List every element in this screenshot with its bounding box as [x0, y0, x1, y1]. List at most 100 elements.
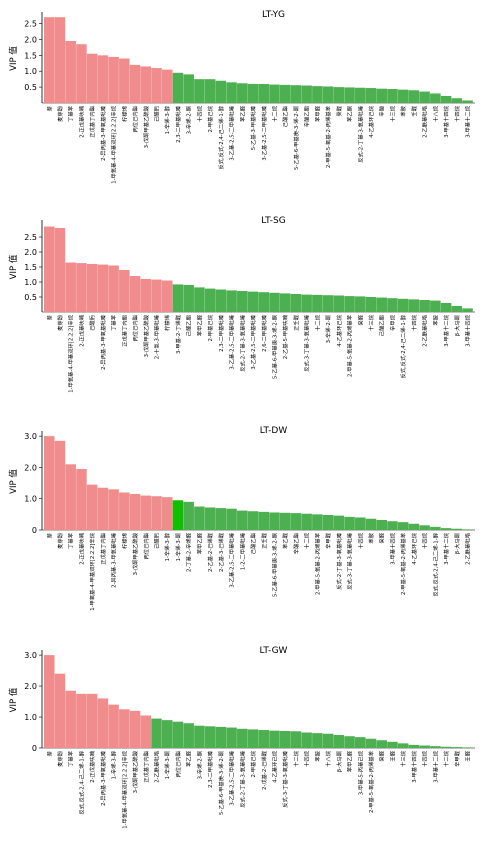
x-tick-label: 十四烷 [453, 105, 461, 122]
bar [451, 528, 463, 530]
bar [65, 262, 76, 312]
y-tick-label: 1.0 [24, 713, 37, 722]
x-tick-label: 2-甲基-5-氧基-2-丙烯基苯 [313, 532, 321, 595]
bar [76, 263, 87, 312]
x-tick-label: 癸醛 [378, 750, 386, 761]
y-tick-label: 0.5 [24, 293, 37, 302]
bar [312, 514, 323, 530]
bar [119, 492, 130, 530]
x-tick-label: 3-甲基-2-丁烯醛 [174, 314, 182, 354]
x-tick-label: 十四烷 [421, 750, 429, 767]
x-tick-label: 2-十氢-3-甲基吡嗪 [153, 314, 161, 359]
x-tick-label: 3-乙基-2,5-二甲基吡嗪 [249, 314, 257, 369]
bar [430, 526, 441, 530]
bar [183, 285, 194, 312]
x-tick-label: 1-甲氧基-4-甲基双环[2.2.2]辛烷 [120, 750, 128, 828]
bar [333, 87, 345, 103]
x-tick-label: 2-异丙基-3-甲氧基吡嗪 [99, 105, 107, 161]
x-tick-label: 2-乙酰基吡咯 [421, 105, 429, 137]
x-tick-label: 壬醛 [388, 750, 396, 761]
x-tick-label: 2-戊基-2-己烯醛 [260, 750, 268, 790]
bar [269, 84, 280, 103]
x-tick-label: 麦芽酚 [56, 750, 64, 767]
x-tick-label: 十三烷 [399, 750, 407, 767]
bar [65, 464, 76, 530]
bar [54, 440, 66, 530]
x-tick-label: 苯胺 [313, 750, 321, 761]
x-tick-label: 柠檬烯 [163, 314, 171, 331]
x-tick-label: 辛甲醛 [324, 532, 332, 549]
bar [161, 720, 173, 748]
bar [237, 291, 248, 312]
x-tick-label: 3-甲基十二烷 [442, 314, 450, 346]
x-tick-label: 丙位己内酯 [174, 750, 182, 777]
bar [376, 519, 387, 530]
y-axis-label: VIP 值 [8, 254, 19, 279]
x-tick-label: 4-乙基环己烷 [410, 532, 418, 564]
x-tick-label: 2-甲基己烷 [206, 105, 214, 132]
x-tick-label: 苯甲醛 [313, 105, 321, 122]
x-tick-label: 2-乙基-5-甲基呋喃 [281, 314, 289, 359]
x-tick-label: 反式-2-丁基-3-氧基吡嗪 [335, 532, 343, 589]
x-tick-label: 萘 [45, 750, 53, 756]
x-tick-label: 反式-3-丁基-3-氧基吡嗪 [303, 314, 311, 371]
x-tick-label: 正戊基丁内酯 [99, 532, 107, 564]
bar [344, 736, 355, 748]
x-tick-label: 1-辛烯-3-醇 [163, 105, 171, 134]
x-tick-label: 丁基苯 [110, 314, 118, 331]
bar [290, 731, 302, 748]
x-tick-label: 麦芽酚 [56, 105, 64, 122]
x-tick-label: 3-乙基-2,5-二甲基吡嗪 [228, 750, 236, 805]
y-axis-label: VIP 值 [8, 469, 19, 494]
x-tick-label: 2-正戊基呋喃 [77, 532, 85, 564]
bar [97, 264, 109, 312]
x-tick-label: 苯乙醛 [281, 532, 289, 549]
x-tick-label: 2-乙基-3-己烯醛 [217, 532, 225, 572]
bar [279, 293, 291, 312]
x-tick-label: 丁基苯 [67, 532, 75, 549]
chart-title: LT-YG [262, 10, 285, 20]
bar [97, 487, 109, 530]
x-tick-label: 癸醛 [335, 105, 343, 116]
y-tick-label: 0.5 [24, 83, 37, 92]
x-tick-label: 反式-3-丁基-3-氧基吡嗪 [281, 750, 289, 807]
x-tick-label: 己醛肟 [153, 532, 161, 549]
bar [226, 727, 237, 748]
x-tick-label: 3-甲基十四烷 [442, 105, 450, 137]
bar [258, 511, 270, 530]
x-tick-label: 十四烷 [303, 750, 311, 767]
bar [397, 89, 409, 103]
bar [119, 709, 130, 748]
bar [54, 17, 66, 103]
bar [355, 87, 366, 103]
x-tick-label: 十三烷 [367, 314, 375, 331]
x-tick-label: 5-乙基-6-甲基庚-3-烯-2-酮 [292, 106, 300, 170]
bar [376, 740, 387, 748]
x-tick-label: β-大马酮 [453, 315, 461, 336]
x-tick-label: 4-乙基环己烷 [270, 750, 278, 782]
bar [258, 292, 270, 312]
bar [194, 287, 205, 312]
bar [215, 289, 227, 312]
x-tick-label: 3-乙基-2,5-二甲基吡嗪 [228, 105, 236, 160]
bar [387, 89, 398, 103]
chart-2: LT-DW 3.0 2.0 1.0 0 VIP 值萘 麦芽酚 丁基苯 2-正戊基呋喃 1-甲氧基-… [8, 426, 475, 611]
bar [151, 279, 162, 312]
x-tick-label: 2-乙酰基吡咯 [421, 314, 429, 346]
bar [397, 298, 409, 312]
bar [108, 56, 119, 103]
x-tick-label: β-大马酮 [453, 533, 461, 554]
bar [97, 698, 109, 748]
bar [108, 489, 119, 530]
bar [279, 512, 291, 530]
bar [397, 743, 409, 748]
x-tick-label: 辛酸乙酯 [303, 105, 311, 127]
bar [408, 299, 420, 312]
y-tick-label: 2.5 [24, 233, 37, 242]
x-tick-label: 十二烷 [270, 105, 278, 122]
bar [301, 294, 312, 312]
x-tick-label: 苯乙酮 [346, 106, 354, 122]
x-tick-label: 3-戊酮甲基乙酰酸 [131, 532, 139, 575]
bar [344, 296, 355, 312]
bar [172, 72, 184, 103]
